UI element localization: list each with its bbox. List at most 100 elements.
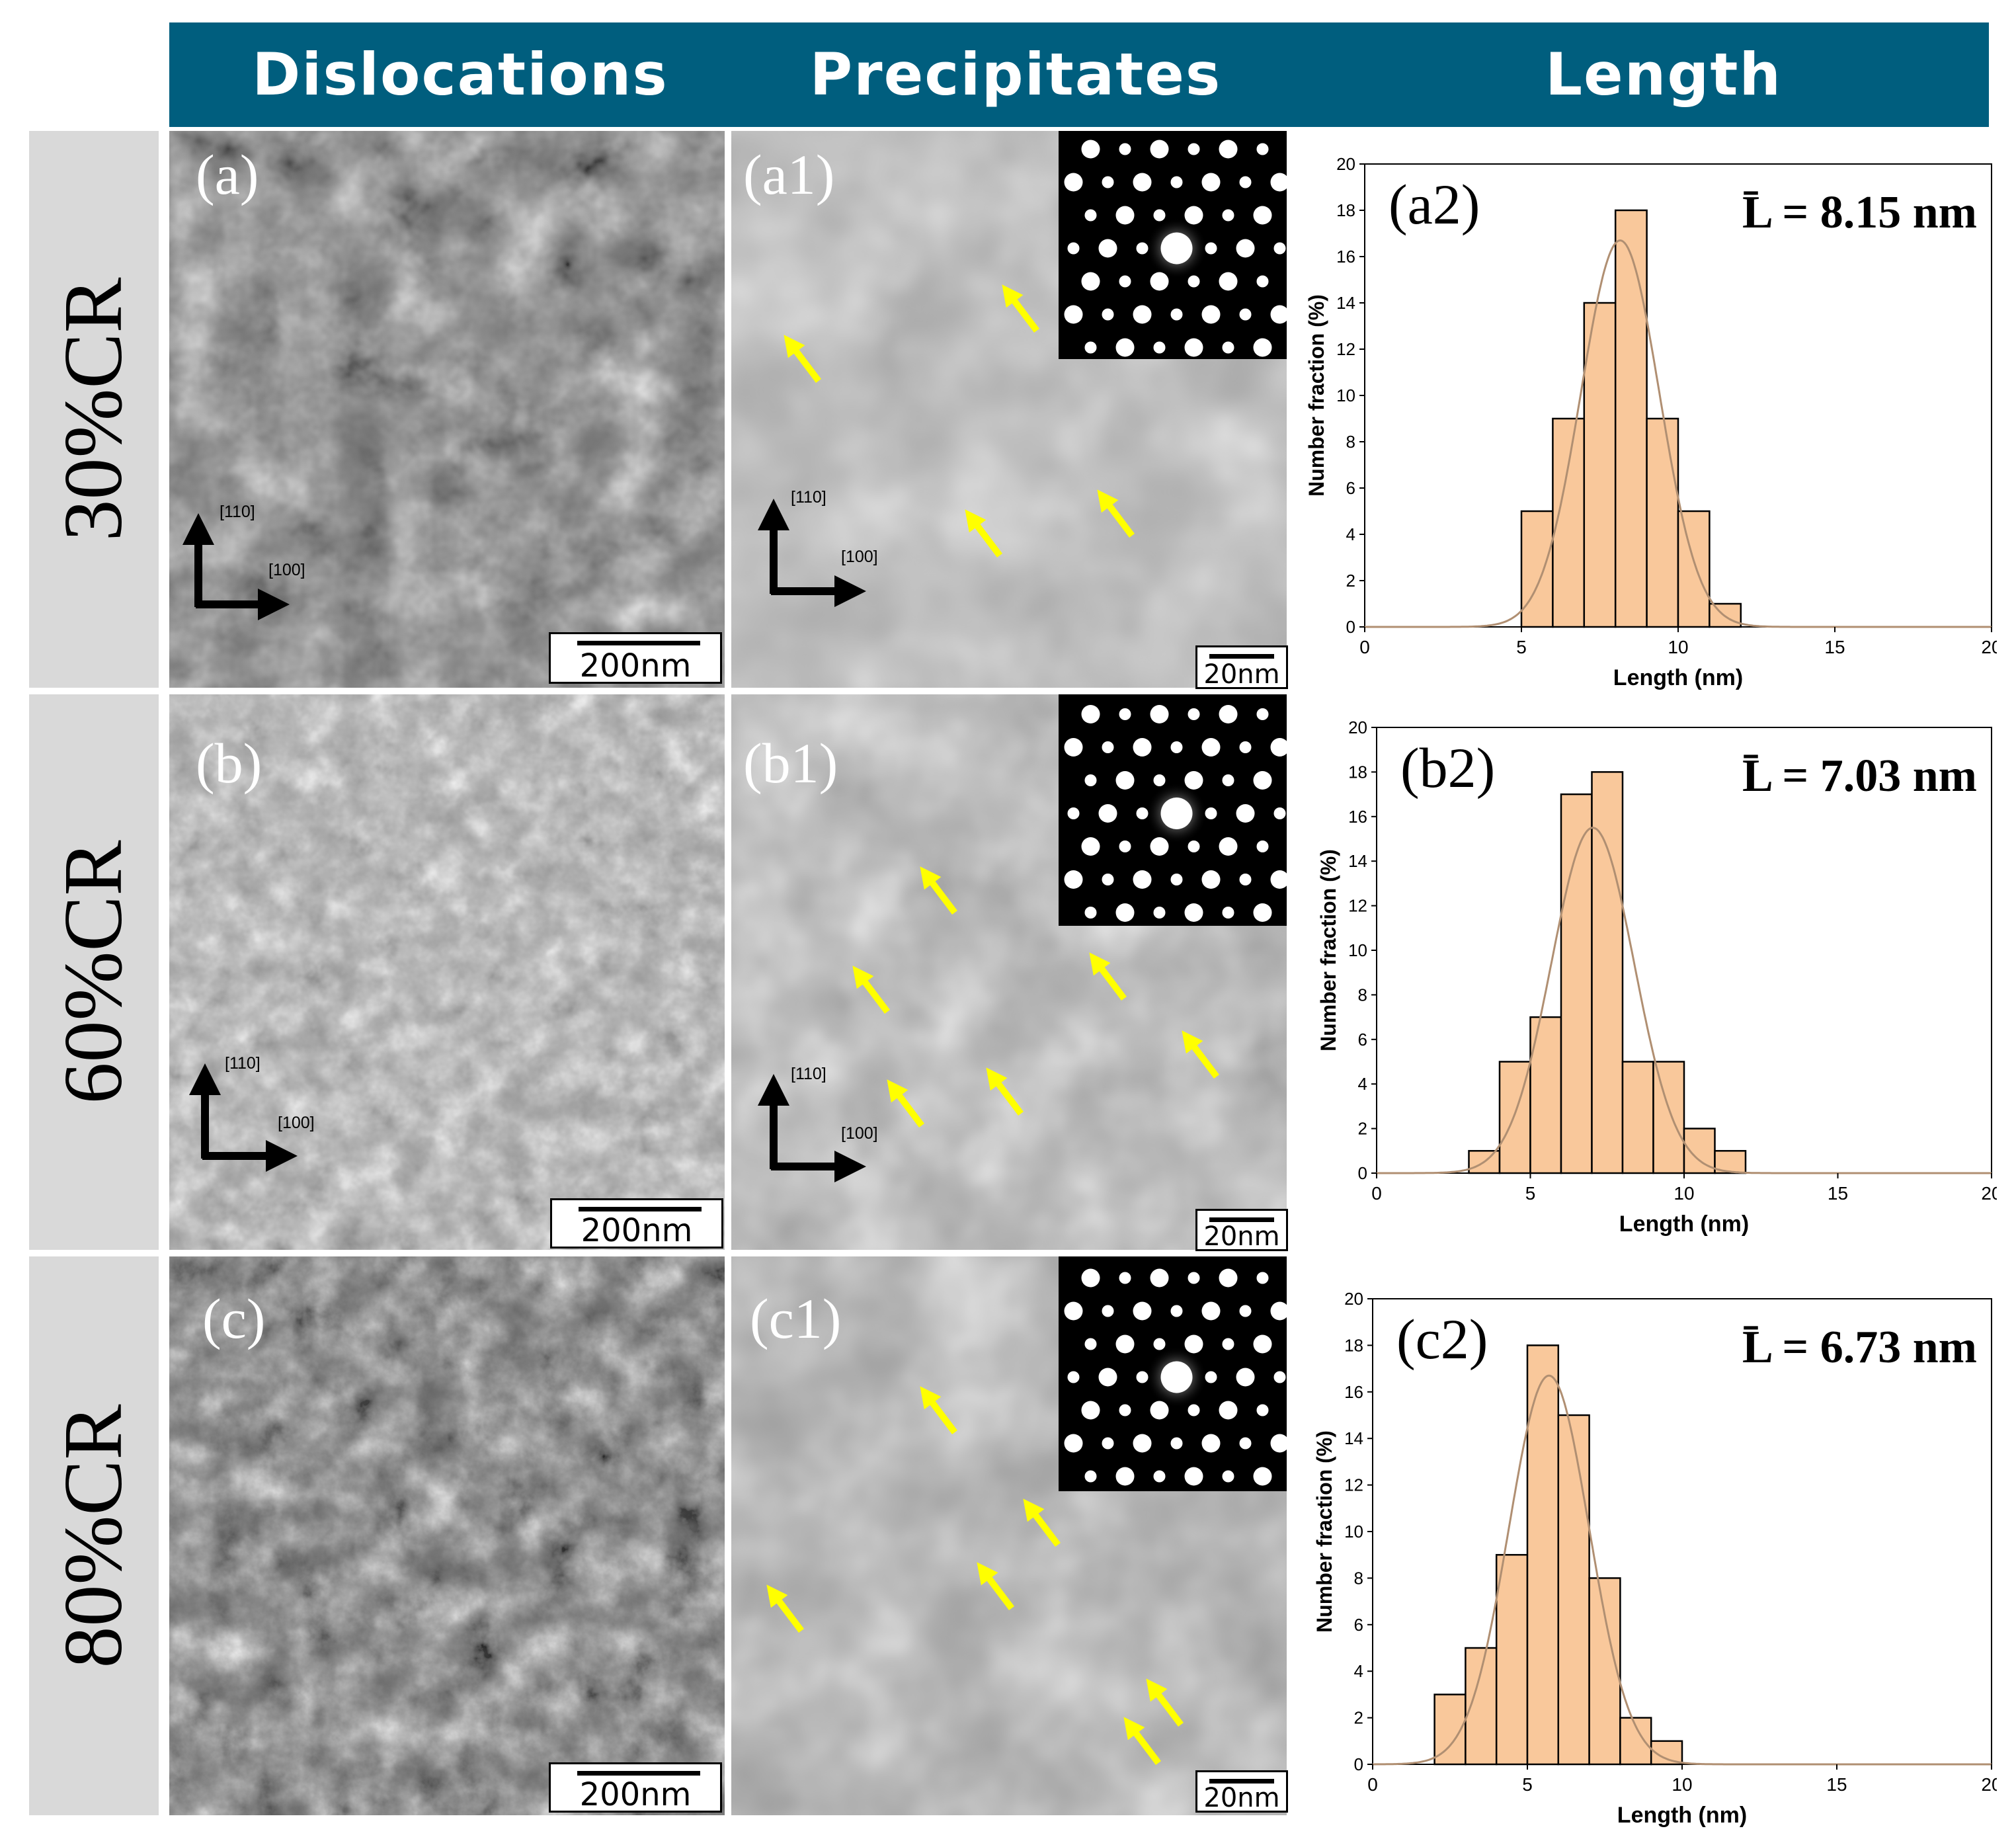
diffraction-spot [1115,206,1135,225]
crystal-axes-a [182,513,290,620]
diffraction-spot [1081,1268,1100,1288]
x-tick-label: 5 [1522,1774,1533,1795]
diffraction-spot [1239,1305,1252,1317]
tem-texture-c [169,1256,725,1815]
y-tick-label: 18 [1336,200,1355,220]
diffraction-spot [1253,338,1272,357]
x-tick-label: 0 [1359,637,1370,657]
axis-label-100-a1: [100] [841,548,878,566]
diffraction-spot [1133,738,1152,757]
panel-label-c1: (c1) [750,1287,842,1350]
diffraction-spot [1133,173,1152,192]
scale-bar-a: 200nm [549,632,722,684]
y-tick-label: 0 [1346,617,1355,637]
diffraction-spot [1188,275,1200,288]
y-tick-label: 8 [1358,985,1367,1004]
diffraction-inset-b1 [1059,694,1287,926]
diffraction-spot [1239,1437,1252,1450]
diffraction-spot [1188,708,1200,720]
y-tick-label: 2 [1358,1119,1367,1139]
mean-length-annotation: L̄ = 7.03 nm [1742,751,1977,801]
header-length: Length [1545,40,1783,108]
diffraction-spot [1270,1434,1287,1453]
diffraction-spot [1119,275,1131,288]
histogram-bar [1677,510,1711,628]
gaussian-fit-curve [1365,239,1992,628]
diffraction-spot [1239,741,1252,753]
tem-image-c [169,1256,725,1815]
prec-image-b1 [731,694,1287,1250]
diffraction-spot [1102,308,1114,321]
diffraction-spot [1256,840,1269,852]
y-tick-label: 4 [1358,1074,1367,1094]
gaussian-fit-curve [1373,1374,1992,1766]
diffraction-spot [1205,807,1217,819]
diffraction-spot [1236,1368,1255,1387]
diffraction-spot [1153,209,1166,222]
y-tick-label: 14 [1336,293,1355,313]
diffraction-spot [1081,705,1100,723]
diffraction-spot [1256,143,1269,155]
diffraction-spot [1188,1272,1200,1284]
histogram-bar [1495,1553,1529,1766]
histogram-bar [1520,510,1554,628]
diffraction-spot [1270,870,1287,889]
diffraction-spot [1170,308,1183,321]
diffraction-spot [1150,140,1169,159]
diffraction-spot [1098,239,1117,258]
axis-label-110-a1: [110] [791,488,827,507]
diffraction-spot [1270,173,1287,192]
y-tick-label: 16 [1336,247,1355,266]
row-label-60cr: 60%CR [29,694,159,1250]
diffraction-spot [1081,272,1100,291]
diffraction-spot [1236,239,1255,258]
diffraction-spot [1133,870,1152,889]
diffraction-spot [1205,242,1217,255]
x-axis-label: Length (nm) [1619,1211,1749,1237]
diffraction-spot [1201,738,1221,757]
panel-label-a1: (a1) [743,143,835,206]
diffraction-spot [1136,1371,1149,1383]
x-tick-label: 5 [1525,1183,1536,1204]
diffraction-spot [1170,176,1183,188]
diffraction-spot [1150,1401,1169,1420]
diffraction-spot [1084,774,1097,786]
diffraction-spot [1119,708,1131,720]
y-tick-label: 2 [1354,1708,1363,1728]
diffraction-spot [1084,907,1097,919]
diffraction-spot [1201,305,1221,324]
crystal-axes-b [189,1063,298,1172]
diffraction-spot [1153,907,1166,919]
y-tick-label: 20 [1348,718,1367,737]
diffraction-spot [1064,738,1083,757]
diffraction-spot [1270,738,1287,757]
y-axis-label: Number fraction (%) [1316,849,1340,1051]
diffraction-spot [1253,1334,1272,1354]
scale-bar-a1: 20nm [1195,645,1288,690]
scale-bar-c1: 20nm [1195,1770,1288,1813]
precipitate-arrows-c1 [766,1386,1184,1766]
diffraction-spot [1102,1305,1114,1317]
diffraction-spot [1133,1301,1152,1321]
y-tick-label: 10 [1336,386,1355,405]
diffraction-spot [1115,1334,1135,1354]
diffraction-spot [1064,1301,1083,1321]
diffraction-spot [1256,1272,1269,1284]
diffraction-spot [1084,341,1097,354]
x-tick-label: 10 [1673,1183,1694,1204]
diffraction-spot [1222,341,1234,354]
diffraction-pattern-a1 [1064,140,1287,357]
diffraction-spot [1239,176,1252,188]
precipitate-arrows-a1 [784,284,1135,558]
x-axis-label: Length (nm) [1613,665,1743,690]
axis-label-110-a: [110] [220,503,255,521]
diffraction-spot [1150,1268,1169,1288]
diffraction-spot [1064,1434,1083,1453]
diffraction-spot [1067,242,1080,255]
diffraction-spot [1084,1338,1097,1350]
diffraction-spot [1170,1305,1183,1317]
diffraction-spot [1115,338,1135,357]
diffraction-spot [1102,874,1114,885]
diffraction-spot [1256,275,1269,288]
diffraction-spot [1273,242,1286,255]
